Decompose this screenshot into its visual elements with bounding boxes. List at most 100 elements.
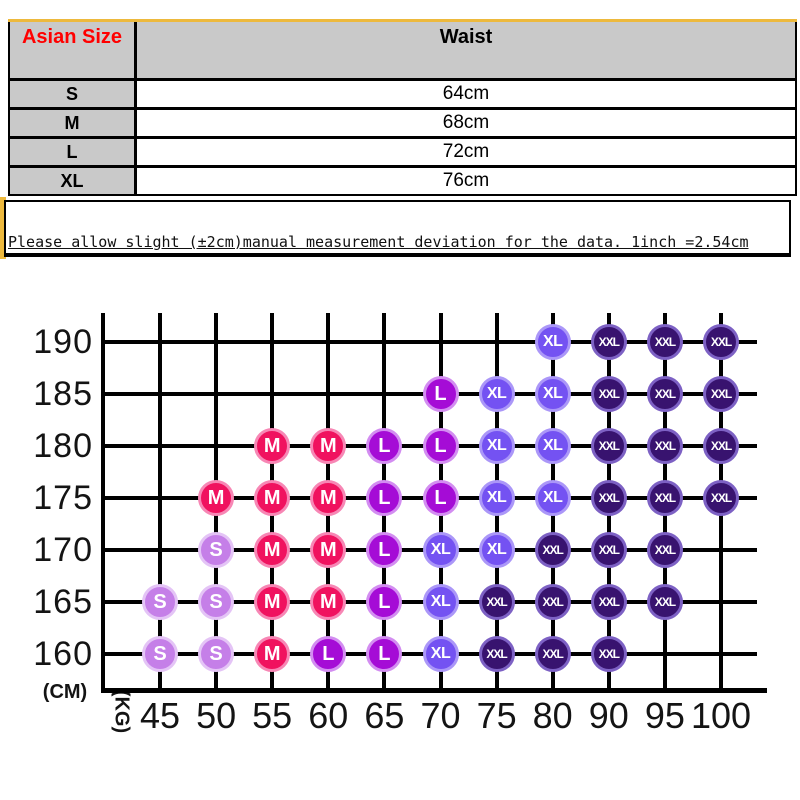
size-bubble: XXL [703,428,739,464]
size-bubble: XXL [478,636,515,672]
x-axis-line [101,688,767,693]
x-tick-label-60: 60 [308,695,349,736]
size-bubble: XL [422,532,459,568]
size-bubble: L [366,480,403,516]
x-tick-label-100: 100 [690,695,752,736]
size-bubble: S [198,584,235,620]
table-row: M 68cm [10,110,795,139]
size-bubble: XL [478,480,515,516]
table-top-accent-line [8,19,797,22]
size-bubble: L [422,376,459,412]
size-cell: XL [10,168,137,194]
x-tick-label-55: 55 [252,695,293,736]
y-axis-unit-label: (CM) [42,681,88,703]
table-row: XL 76cm [10,168,795,194]
x-tick-label-65: 65 [364,695,405,736]
size-cell: S [10,81,137,107]
size-table-header-row: Asian Size Waist [10,22,795,81]
size-bubble: XXL [478,584,515,620]
size-bubble: M [198,480,235,516]
size-bubble: XXL [703,324,739,360]
size-bubble: XL [534,428,571,464]
size-table-body: S 64cm M 68cm L 72cm XL 76cm [10,81,795,194]
size-bubble: XXL [590,376,627,412]
asian-size-header-label: Asian Size [21,26,123,48]
size-bubble: XL [422,584,459,620]
size-bubble: L [366,532,403,568]
size-bubble: XXL [646,428,683,464]
x-tick-label-95: 95 [644,695,685,736]
size-bubble: XXL [534,636,571,672]
size-bubble: S [198,636,235,672]
size-bubble: L [366,584,403,620]
waist-cell: 68cm [137,110,795,136]
table-row: L 72cm [10,139,795,168]
grid-line-vertical [158,313,162,690]
size-bubble: M [254,480,291,516]
note-left-accent-strip [0,197,6,259]
size-bubble: S [198,532,235,568]
x-tick-label-45: 45 [139,695,181,736]
size-bubble: XL [534,376,571,412]
size-bubble: XL [478,376,515,412]
size-bubble: XL [534,480,571,516]
y-tick-label-185: 185 [33,375,93,413]
size-bubble: S [142,584,178,620]
size-bubble: XXL [590,480,627,516]
y-tick-label-175: 175 [33,479,93,517]
size-bubble: L [366,428,403,464]
waist-header-cell: Waist [137,22,795,78]
size-bubble: XXL [646,480,683,516]
waist-cell: 76cm [137,168,795,194]
size-bubble: XXL [646,324,683,360]
size-bubble: XXL [703,480,739,516]
size-bubble: M [310,584,347,620]
x-tick-label-90: 90 [588,695,629,736]
x-tick-label-80: 80 [532,695,573,736]
size-bubble: XXL [590,636,627,672]
size-bubble: XXL [590,532,627,568]
size-bubble: XXL [703,376,739,412]
asian-size-header-cell: Asian Size [10,22,137,78]
x-tick-label-70: 70 [420,695,461,736]
size-bubble: M [254,428,291,464]
size-bubble: XL [534,324,571,360]
size-cell: L [10,139,137,165]
size-bubble: M [254,584,291,620]
y-axis-line [101,313,105,690]
size-bubble: M [254,532,291,568]
size-bubble: M [254,636,291,672]
size-bubble: XL [478,532,515,568]
size-bubble: XXL [590,428,627,464]
size-bubble: XL [478,428,515,464]
size-bubble: M [310,480,347,516]
measurement-note-text: Please allow slight (±2cm)manual measure… [8,233,749,251]
x-tick-label-75: 75 [476,695,517,736]
size-bubble: M [310,428,347,464]
size-bubble: XXL [534,532,571,568]
size-bubble: L [422,480,459,516]
size-table: Asian Size Waist S 64cm M 68cm L 72cm XL 76cm [8,22,797,196]
table-row: S 64cm [10,81,795,110]
y-tick-label-160: 160 [33,635,93,673]
measurement-note-box [4,200,791,257]
size-bubble: XXL [590,584,627,620]
y-tick-label-190: 190 [33,323,93,361]
size-bubble: XXL [646,584,683,620]
waist-header-label: Waist [439,26,493,48]
size-bubble: XXL [590,324,627,360]
y-tick-label-165: 165 [33,583,93,621]
size-bubble: L [310,636,347,672]
size-bubble: M [310,532,347,568]
size-cell: M [10,110,137,136]
size-bubble: XXL [646,532,683,568]
x-tick-label-50: 50 [196,695,237,736]
grid-line-horizontal [103,340,757,344]
waist-cell: 64cm [137,81,795,107]
size-bubble: L [422,428,459,464]
size-bubble: XXL [534,584,571,620]
waist-cell: 72cm [137,139,795,165]
size-bubble: XL [422,636,459,672]
